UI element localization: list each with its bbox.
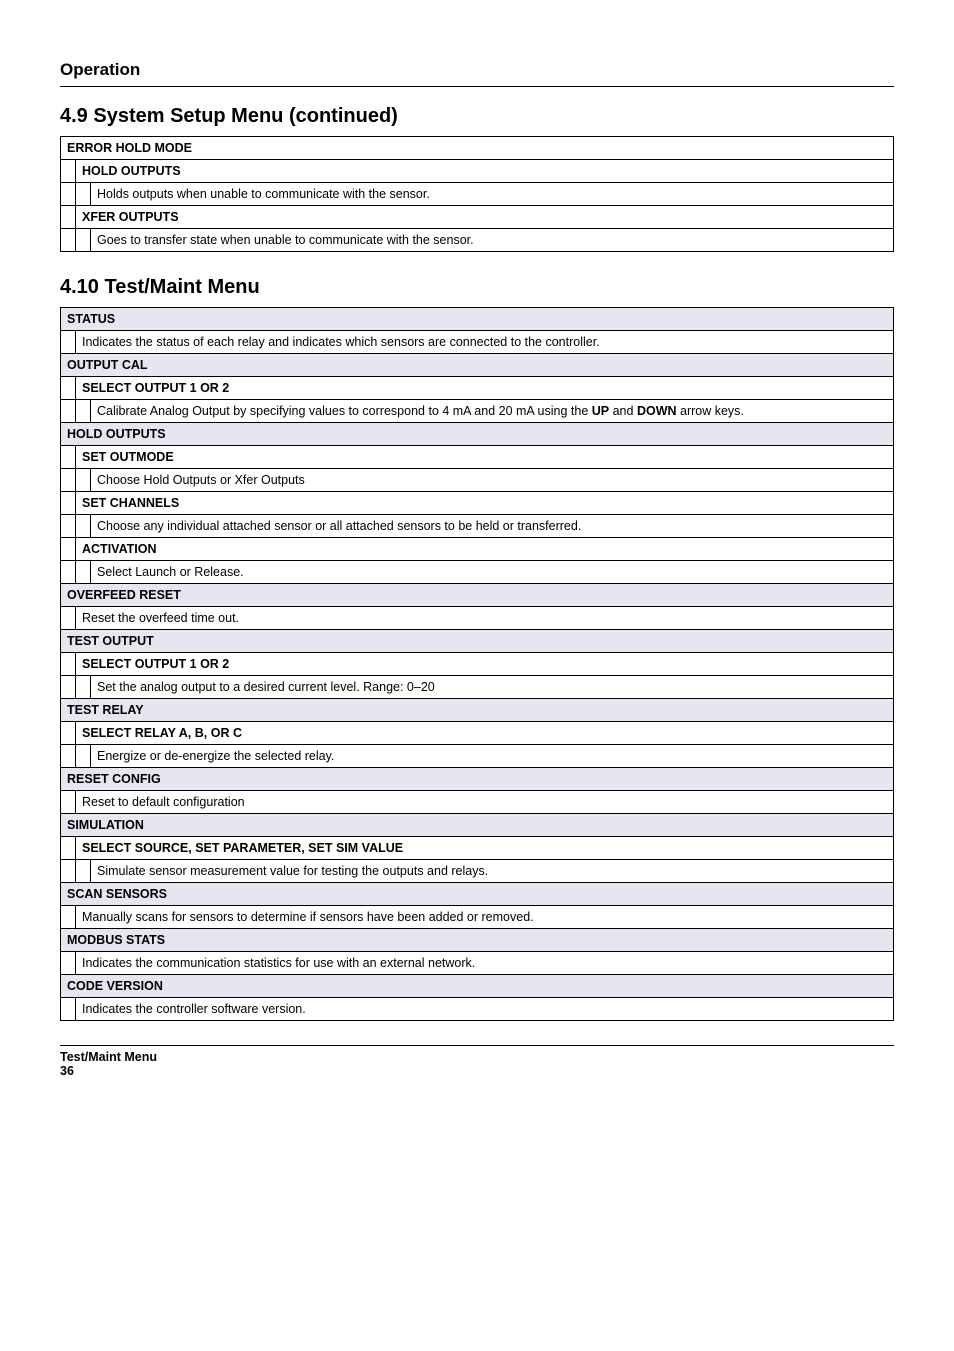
- row-test-output-select-header: SELECT OUTPUT 1 OR 2: [76, 653, 893, 675]
- indent: [61, 676, 76, 698]
- indent: [61, 722, 76, 744]
- row-scan-sensors-desc: Manually scans for sensors to determine …: [76, 906, 893, 928]
- indent: [61, 515, 76, 537]
- row-hold-outputs-header: HOLD OUTPUTS: [76, 160, 893, 182]
- indent: [61, 446, 76, 468]
- table-test-maint: STATUS Indicates the status of each rela…: [60, 307, 894, 1021]
- row-activation-header: ACTIVATION: [76, 538, 893, 560]
- text-mid: and: [609, 404, 637, 418]
- row-simulation-select-header: SELECT SOURCE, SET PARAMETER, SET SIM VA…: [76, 837, 893, 859]
- row-overfeed-header: OVERFEED RESET: [61, 584, 893, 606]
- row-status-desc: Indicates the status of each relay and i…: [76, 331, 893, 353]
- indent: [61, 561, 76, 583]
- heading-section-49: 4.9 System Setup Menu (continued): [60, 105, 894, 128]
- indent: [76, 183, 91, 205]
- row-modbus-header: MODBUS STATS: [61, 929, 893, 951]
- indent: [61, 229, 76, 251]
- indent: [76, 860, 91, 882]
- row-set-channels-desc: Choose any individual attached sensor or…: [91, 515, 893, 537]
- indent: [76, 515, 91, 537]
- row-output-cal-header: OUTPUT CAL: [61, 354, 893, 376]
- row-modbus-desc: Indicates the communication statistics f…: [76, 952, 893, 974]
- footer-title: Test/Maint Menu: [60, 1050, 894, 1064]
- row-set-outmode-header: SET OUTMODE: [76, 446, 893, 468]
- indent: [76, 229, 91, 251]
- row-test-output-header: TEST OUTPUT: [61, 630, 893, 652]
- row-reset-config-header: RESET CONFIG: [61, 768, 893, 790]
- row-simulation-select-desc: Simulate sensor measurement value for te…: [91, 860, 893, 882]
- row-set-channels-header: SET CHANNELS: [76, 492, 893, 514]
- row-status-header: STATUS: [61, 308, 893, 330]
- page-footer: Test/Maint Menu 36: [60, 1045, 894, 1078]
- indent: [61, 791, 76, 813]
- indent: [61, 469, 76, 491]
- row-test-relay-header: TEST RELAY: [61, 699, 893, 721]
- indent: [61, 492, 76, 514]
- text-pre: Calibrate Analog Output by specifying va…: [97, 404, 592, 418]
- row-reset-config-desc: Reset to default configuration: [76, 791, 893, 813]
- row-activation-desc: Select Launch or Release.: [91, 561, 893, 583]
- row-set-outmode-desc: Choose Hold Outputs or Xfer Outputs: [91, 469, 893, 491]
- indent: [61, 952, 76, 974]
- indent: [61, 653, 76, 675]
- section-header: Operation: [60, 60, 894, 87]
- indent: [61, 400, 76, 422]
- row-test-relay-select-desc: Energize or de-energize the selected rel…: [91, 745, 893, 767]
- row-test-relay-select-header: SELECT RELAY A, B, OR C: [76, 722, 893, 744]
- text-post: arrow keys.: [677, 404, 744, 418]
- indent: [61, 160, 76, 182]
- row-overfeed-desc: Reset the overfeed time out.: [76, 607, 893, 629]
- indent: [76, 469, 91, 491]
- indent: [61, 377, 76, 399]
- indent: [76, 676, 91, 698]
- indent: [61, 538, 76, 560]
- indent: [61, 998, 76, 1020]
- indent: [61, 206, 76, 228]
- row-hold-outputs-header: HOLD OUTPUTS: [61, 423, 893, 445]
- row-xfer-outputs-header: XFER OUTPUTS: [76, 206, 893, 228]
- footer-page-number: 36: [60, 1064, 894, 1078]
- row-output-cal-select-desc: Calibrate Analog Output by specifying va…: [91, 400, 893, 422]
- indent: [61, 906, 76, 928]
- row-code-version-header: CODE VERSION: [61, 975, 893, 997]
- indent: [76, 745, 91, 767]
- row-simulation-header: SIMULATION: [61, 814, 893, 836]
- indent: [61, 183, 76, 205]
- indent: [61, 837, 76, 859]
- indent: [76, 400, 91, 422]
- text-up: UP: [592, 404, 609, 418]
- indent: [61, 331, 76, 353]
- row-code-version-desc: Indicates the controller software versio…: [76, 998, 893, 1020]
- row-test-output-select-desc: Set the analog output to a desired curre…: [91, 676, 893, 698]
- row-scan-sensors-header: SCAN SENSORS: [61, 883, 893, 905]
- row-error-hold-mode: ERROR HOLD MODE: [61, 137, 893, 159]
- indent: [61, 745, 76, 767]
- indent: [61, 607, 76, 629]
- row-xfer-outputs-desc: Goes to transfer state when unable to co…: [91, 229, 893, 251]
- heading-section-410: 4.10 Test/Maint Menu: [60, 276, 894, 299]
- indent: [61, 860, 76, 882]
- text-down: DOWN: [637, 404, 677, 418]
- table-system-setup: ERROR HOLD MODE HOLD OUTPUTS Holds outpu…: [60, 136, 894, 252]
- row-hold-outputs-desc: Holds outputs when unable to communicate…: [91, 183, 893, 205]
- row-output-cal-select-header: SELECT OUTPUT 1 OR 2: [76, 377, 893, 399]
- indent: [76, 561, 91, 583]
